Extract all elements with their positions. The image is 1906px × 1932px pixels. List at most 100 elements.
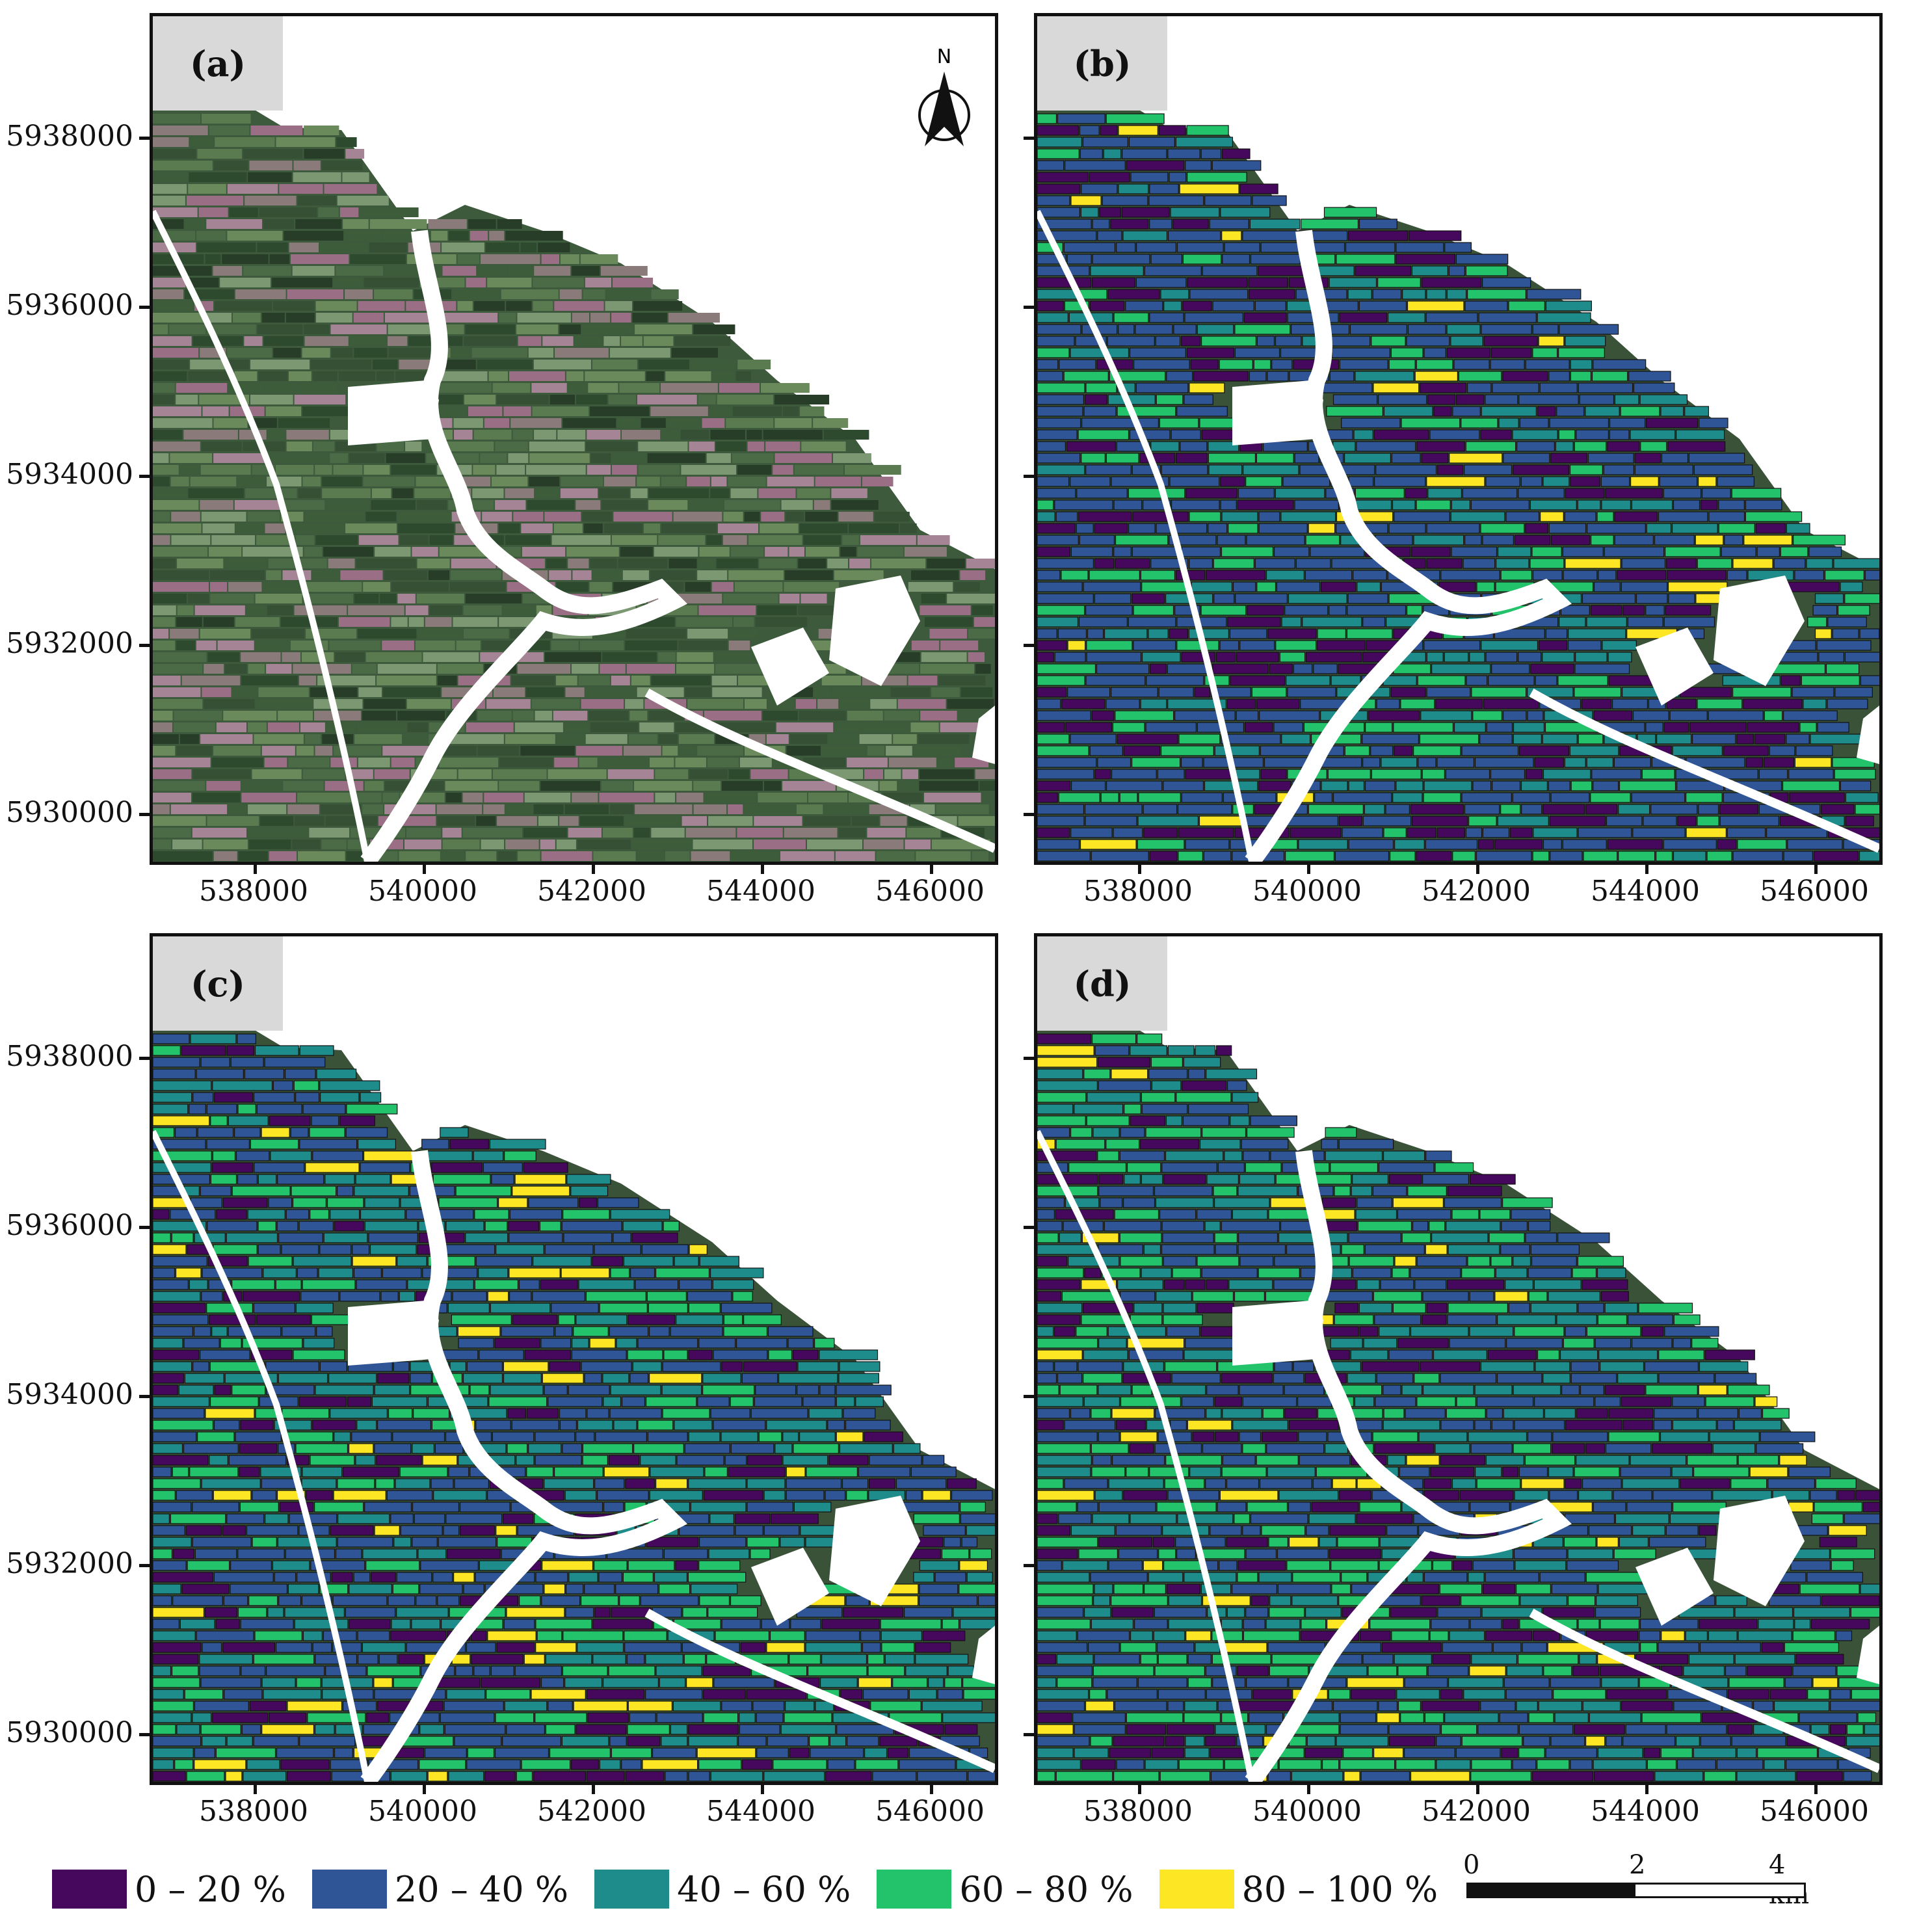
x-tick-mark (1307, 865, 1310, 874)
field-parcel (1542, 804, 1585, 815)
field-parcel (297, 793, 354, 802)
field-parcel (535, 711, 552, 721)
field-parcel (1143, 827, 1178, 838)
field-parcel (1634, 464, 1693, 475)
field-parcel (1340, 1759, 1396, 1770)
field-parcel (399, 1291, 416, 1302)
x-tick-mark (423, 1785, 426, 1794)
field-parcel (840, 1689, 863, 1700)
field-parcel (454, 1736, 502, 1747)
field-parcel (1593, 710, 1633, 721)
field-parcel (1253, 359, 1271, 370)
field-parcel (919, 1583, 959, 1595)
field-parcel (1334, 1314, 1374, 1325)
field-parcel (1278, 1232, 1317, 1243)
field-parcel (1671, 1466, 1693, 1477)
field-parcel (396, 1607, 449, 1618)
field-parcel (1370, 745, 1394, 756)
field-parcel (279, 1502, 314, 1513)
field-parcel (558, 1314, 576, 1325)
field-parcel (466, 851, 497, 861)
field-parcel (1168, 1595, 1202, 1606)
field-parcel (889, 1712, 942, 1723)
field-parcel (292, 1197, 327, 1208)
field-parcel (1487, 1349, 1537, 1360)
field-parcel (1431, 1619, 1470, 1630)
field-parcel (1292, 1572, 1341, 1583)
field-parcel (565, 1583, 584, 1595)
field-parcel (192, 769, 251, 779)
field-parcel (1661, 1630, 1685, 1641)
field-parcel (729, 629, 759, 639)
field-parcel (153, 383, 175, 393)
field-parcel (353, 1572, 371, 1583)
field-parcel (1345, 242, 1396, 253)
field-parcel (898, 781, 918, 791)
field-parcel (1502, 1466, 1519, 1477)
field-parcel (1220, 499, 1237, 510)
field-parcel (1166, 1326, 1200, 1337)
field-parcel (1851, 1689, 1879, 1700)
y-tick-label: 5932000 (6, 1547, 133, 1580)
field-parcel (413, 1408, 450, 1419)
field-parcel (196, 1630, 254, 1641)
field-parcel (644, 523, 661, 533)
field-parcel (1780, 546, 1808, 557)
field-parcel (1258, 1267, 1300, 1278)
field-parcel (1538, 640, 1568, 651)
scale-bar-white (1634, 1883, 1806, 1898)
field-parcel (581, 699, 624, 709)
field-parcel (916, 851, 971, 861)
field-parcel (579, 641, 624, 650)
field-parcel (1422, 1384, 1474, 1396)
field-parcel (1440, 1373, 1497, 1384)
field-parcel (587, 430, 621, 440)
field-parcel (153, 1443, 183, 1454)
field-parcel (1811, 1513, 1844, 1524)
field-parcel (1322, 1197, 1357, 1208)
field-parcel (253, 1736, 299, 1747)
field-parcel (411, 1619, 441, 1630)
field-parcel (457, 1326, 501, 1337)
field-parcel (613, 512, 672, 522)
field-parcel (1212, 300, 1254, 311)
field-parcel (153, 301, 193, 311)
field-parcel (399, 360, 435, 369)
field-parcel (302, 652, 334, 662)
field-parcel (1037, 1256, 1068, 1267)
field-parcel (1109, 371, 1166, 382)
field-parcel (265, 406, 302, 416)
field-parcel (1325, 1443, 1349, 1454)
field-parcel (1548, 523, 1587, 534)
field-parcel (199, 395, 249, 404)
field-parcel (1037, 1291, 1062, 1302)
field-parcel (520, 243, 537, 252)
field-parcel (304, 126, 339, 135)
field-parcel (334, 1431, 351, 1442)
field-parcel (1037, 488, 1076, 499)
field-parcel (632, 1361, 662, 1372)
field-parcel (200, 734, 253, 744)
field-parcel (1378, 1162, 1435, 1173)
field-parcel (535, 1572, 568, 1583)
field-parcel (215, 137, 275, 147)
field-parcel (535, 1642, 577, 1653)
field-parcel (870, 699, 897, 709)
field-parcel (1465, 265, 1508, 276)
field-parcel (200, 629, 250, 639)
field-parcel (1092, 1513, 1130, 1524)
field-parcel (1273, 1373, 1304, 1384)
field-parcel (1256, 1455, 1299, 1466)
field-parcel (1563, 570, 1598, 581)
field-parcel (1256, 698, 1300, 709)
field-parcel (1424, 1712, 1444, 1723)
field-parcel (207, 652, 240, 662)
field-parcel (862, 1642, 881, 1653)
field-parcel (972, 605, 993, 615)
field-parcel (647, 453, 706, 463)
field-parcel (192, 1092, 214, 1103)
field-parcel (789, 1747, 810, 1758)
field-parcel (1161, 1162, 1217, 1173)
field-parcel (842, 535, 859, 545)
field-parcel (374, 1525, 400, 1536)
